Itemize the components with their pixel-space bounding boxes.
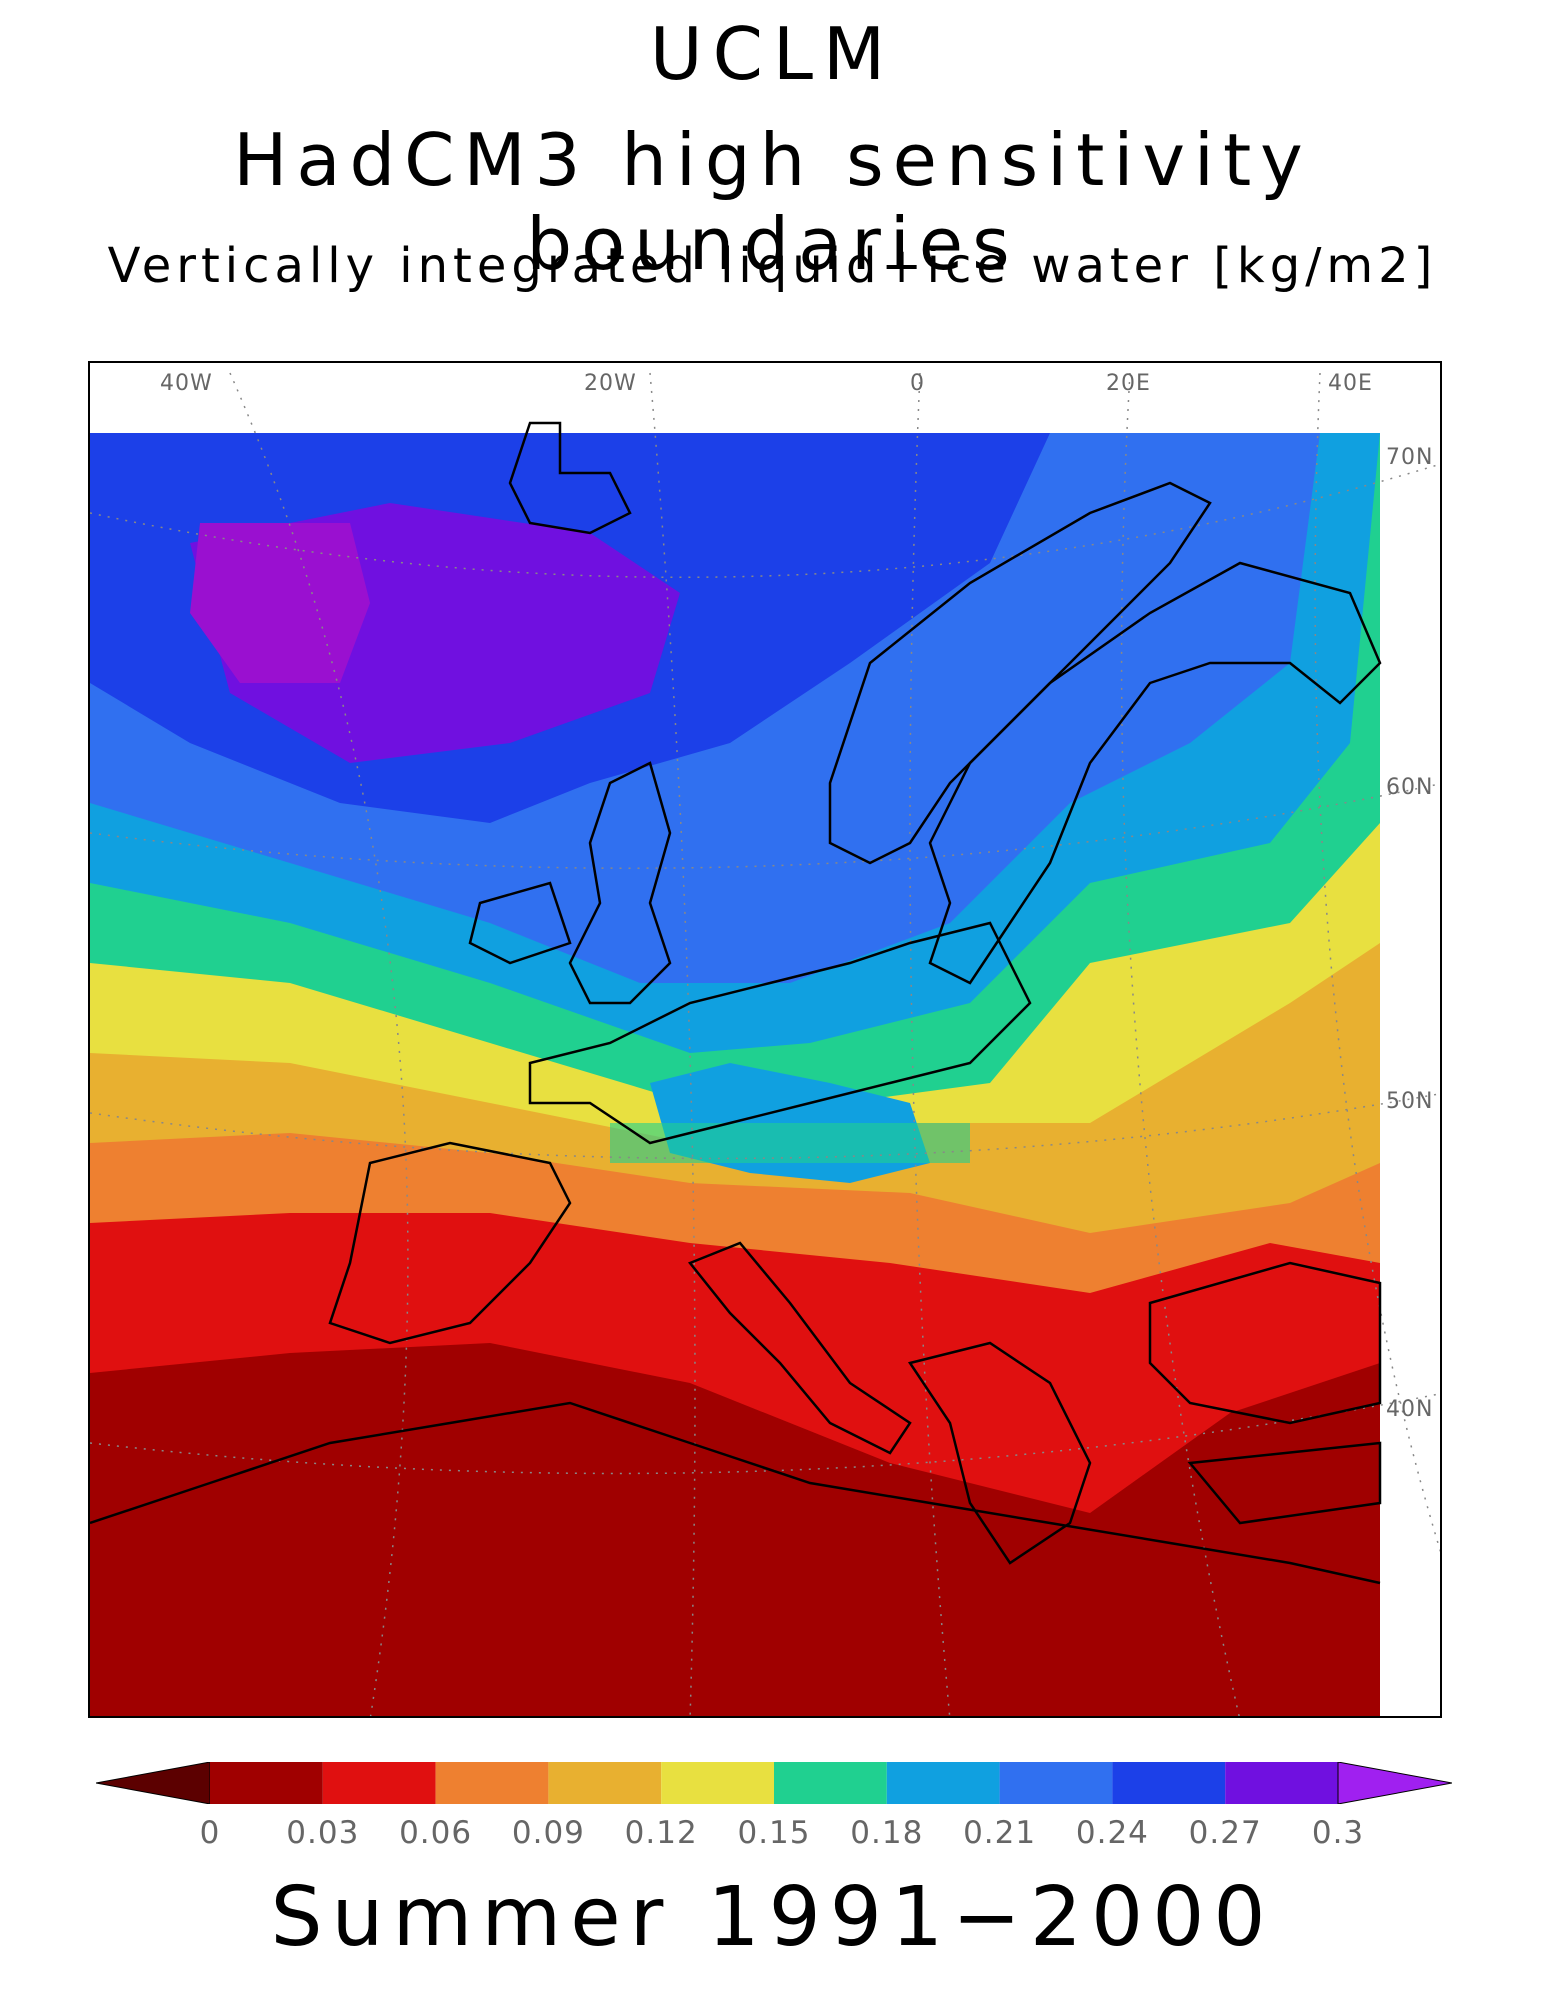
colorbar-tick-label: 0.27 (1188, 1815, 1262, 1851)
colorbar-segment (886, 1762, 1000, 1804)
colorbar-underflow (96, 1762, 211, 1804)
title-model-group: UCLM (649, 12, 896, 96)
colorbar-tick-label: 0.18 (850, 1815, 924, 1851)
colorbar-segment (774, 1762, 887, 1804)
lat-label-60n: 60N (1386, 775, 1434, 800)
colorbar-segment (999, 1762, 1113, 1804)
lon-label-40e: 40E (1328, 371, 1373, 396)
lon-label-20w: 20W (584, 371, 637, 396)
footer-season: Summer 1991−2000 (270, 1870, 1275, 1965)
map-field (90, 363, 1440, 1716)
colorbar-tick-label: 0.12 (624, 1815, 698, 1851)
title-variable: Vertically integrated liquid+ice water [… (107, 238, 1438, 294)
colorbar-tick-label: 0.03 (286, 1815, 360, 1851)
colorbar-segment (435, 1762, 549, 1804)
colorbar-tick-label: 0.06 (399, 1815, 473, 1851)
colorbar-segment (210, 1762, 323, 1804)
lon-label-40w: 40W (160, 371, 213, 396)
colorbar-tick-label: 0.15 (737, 1815, 811, 1851)
title-experiment: HadCM3 high sensitivity boundaries (233, 118, 1312, 286)
colorbar-tick-label: 0.09 (511, 1815, 585, 1851)
colorbar-segment (322, 1762, 436, 1804)
field-bands (90, 363, 1440, 1716)
colorbar-segment (1112, 1762, 1226, 1804)
colorbar (96, 1762, 1452, 1804)
colorbar-tick-label: 0.21 (963, 1815, 1037, 1851)
lat-label-40n: 40N (1386, 1397, 1434, 1422)
colorbar-segment (661, 1762, 774, 1804)
map-panel: 40W 20W 0 20E 40E 70N 60N 50N 40N (88, 361, 1442, 1718)
lat-label-70n: 70N (1386, 445, 1434, 470)
colorbar-segment (1225, 1762, 1338, 1804)
colorbar-overflow (1337, 1762, 1452, 1804)
lat-label-50n: 50N (1386, 1089, 1434, 1114)
graticule (90, 372, 1440, 1716)
lon-label-20e: 20E (1106, 371, 1151, 396)
colorbar-tick-label: 0 (199, 1815, 221, 1851)
coastlines (90, 421, 1382, 1585)
colorbar-tick-label: 0.24 (1075, 1815, 1149, 1851)
lon-label-0: 0 (910, 371, 925, 396)
colorbar-tick-label: 0.3 (1311, 1815, 1365, 1851)
colorbar-segment (548, 1762, 662, 1804)
